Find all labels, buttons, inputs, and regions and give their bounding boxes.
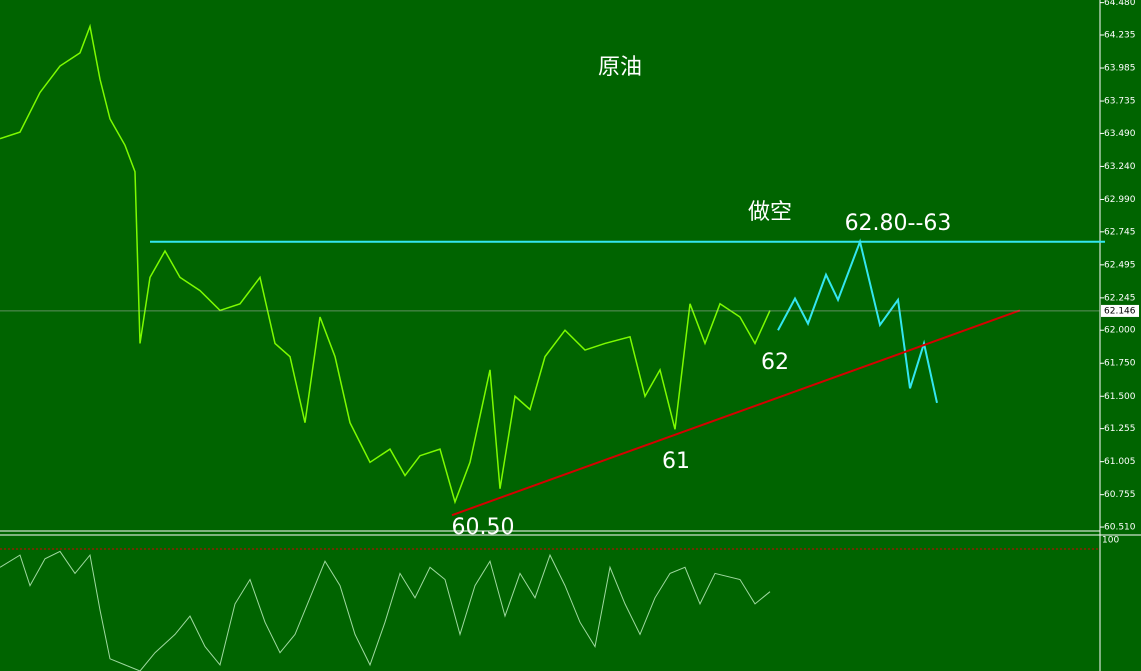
y-tick-label: 62.245	[1104, 293, 1136, 303]
y-tick-label: 64.480	[1104, 0, 1136, 8]
annotation: 62.80--63	[845, 211, 952, 236]
y-tick-label: 62.000	[1104, 326, 1136, 336]
y-tick-label: 62.745	[1104, 227, 1136, 237]
y-tick-label: 60.755	[1104, 490, 1136, 500]
last-price-box	[1101, 304, 1139, 317]
annotation: 61	[662, 449, 690, 474]
y-tick-label: 63.490	[1104, 129, 1136, 139]
y-tick-label: 61.255	[1104, 424, 1136, 434]
series-line	[0, 23, 771, 505]
y-tick-label: 60.510	[1104, 523, 1136, 533]
annotation: 62	[761, 350, 789, 375]
y-tick-label: 61.500	[1104, 392, 1136, 402]
series-line	[451, 309, 1021, 517]
last-price-label: 62.146	[1104, 306, 1136, 316]
annotation: 做空	[748, 200, 792, 225]
y-tick-label: 63.735	[1104, 97, 1136, 107]
indicator-tick-label: 100	[1102, 536, 1119, 546]
y-tick-label: 63.240	[1104, 162, 1136, 172]
y-tick-label: 62.990	[1104, 195, 1136, 205]
y-tick-label: 62.495	[1104, 260, 1136, 270]
y-tick-label: 61.750	[1104, 359, 1136, 369]
y-tick-label: 64.235	[1104, 31, 1136, 41]
chart-title: 原油	[598, 55, 642, 80]
y-tick-label: 61.005	[1104, 457, 1136, 467]
y-tick-label: 63.985	[1104, 64, 1136, 74]
indicator-line	[0, 550, 771, 671]
annotation: 60.50	[452, 515, 515, 540]
